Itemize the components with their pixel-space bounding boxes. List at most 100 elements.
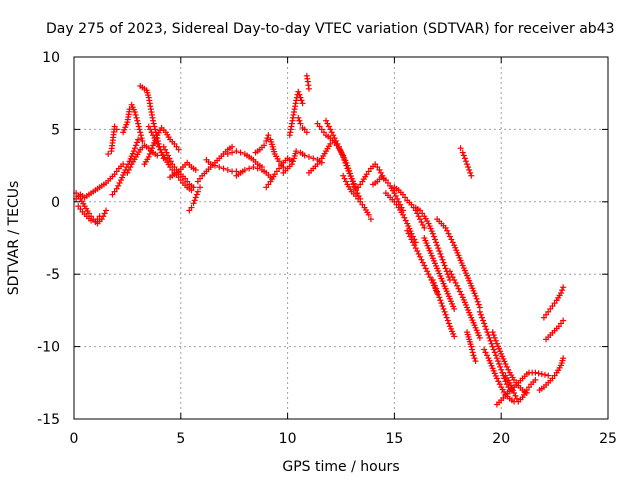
data-point [134, 139, 141, 146]
y-axis-label: SDTVAR / TECUs [6, 181, 22, 296]
data-point [455, 285, 462, 292]
data-point [241, 166, 248, 173]
data-point [560, 284, 567, 291]
data-point [289, 158, 296, 165]
data-point [477, 311, 484, 318]
data-point [193, 191, 200, 198]
data-point [407, 233, 414, 240]
data-point [429, 230, 436, 237]
data-point [264, 135, 271, 142]
data-point [497, 363, 504, 370]
data-point [151, 123, 158, 130]
data-point [425, 271, 432, 278]
y-tick-label: 0 [51, 195, 60, 211]
data-point [451, 333, 458, 340]
data-point [452, 279, 459, 286]
data-point [135, 123, 142, 130]
data-point [137, 132, 144, 139]
x-tick-label: 15 [385, 431, 403, 447]
data-point [433, 285, 440, 292]
data-point [503, 363, 510, 370]
data-point [233, 148, 240, 155]
data-point [342, 159, 349, 166]
data-point [495, 378, 502, 385]
data-point [415, 213, 422, 220]
data-point [261, 142, 268, 149]
data-point [486, 334, 493, 341]
data-point [492, 352, 499, 359]
data-point [491, 334, 498, 341]
data-point [437, 297, 444, 304]
data-point [342, 178, 349, 185]
data-point [468, 343, 475, 350]
data-point [379, 172, 386, 179]
data-point [295, 114, 302, 121]
data-point [194, 188, 201, 195]
data-point [488, 340, 495, 347]
x-tick-label: 5 [176, 431, 185, 447]
data-point [190, 184, 197, 191]
data-point [418, 256, 425, 263]
data-point [148, 145, 155, 152]
data-point [498, 366, 505, 373]
data-point [299, 100, 306, 107]
data-point [545, 372, 552, 379]
data-point [216, 164, 223, 171]
data-point [434, 288, 441, 295]
data-point [445, 230, 452, 237]
data-point [421, 262, 428, 269]
data-point [445, 320, 452, 327]
data-point [343, 162, 350, 169]
data-point [430, 279, 437, 286]
data-point [135, 120, 142, 127]
data-point [325, 123, 332, 130]
data-point [427, 274, 433, 281]
data-point [348, 175, 355, 182]
data-point [436, 248, 443, 255]
data-point [136, 126, 143, 133]
data-point [424, 268, 431, 275]
data-point [138, 135, 145, 142]
data-point [297, 120, 304, 127]
data-point [229, 149, 236, 156]
data-point [430, 233, 437, 240]
data-point [438, 300, 445, 307]
data-point [440, 259, 447, 266]
data-point [496, 360, 503, 367]
data-point [443, 314, 450, 321]
data-point [465, 164, 472, 171]
data-point [469, 346, 476, 353]
data-point [190, 200, 197, 207]
data-point [414, 248, 421, 255]
x-tick-label: 10 [279, 431, 297, 447]
data-point [435, 291, 442, 298]
data-point [105, 151, 112, 158]
data-point [303, 129, 310, 136]
data-point [415, 250, 422, 257]
data-point [131, 145, 138, 152]
y-tick-label: -15 [37, 412, 60, 428]
data-point [448, 236, 455, 243]
data-point [470, 352, 477, 359]
data-point [560, 317, 567, 324]
data-point [134, 117, 141, 124]
data-point [409, 239, 416, 246]
data-point [162, 146, 169, 153]
data-point [288, 161, 295, 168]
data-point [482, 349, 489, 356]
data-point [340, 172, 347, 179]
data-point [150, 120, 157, 127]
data-point [305, 85, 312, 92]
data-point [560, 355, 567, 362]
data-point [512, 392, 519, 399]
data-point [402, 217, 409, 224]
y-tick-label: -10 [37, 340, 60, 356]
data-point [191, 197, 198, 204]
data-point [305, 153, 312, 160]
data-point [418, 219, 425, 226]
data-point [532, 376, 539, 383]
data-point [328, 129, 335, 136]
data-point [197, 184, 204, 191]
data-points [73, 72, 567, 408]
